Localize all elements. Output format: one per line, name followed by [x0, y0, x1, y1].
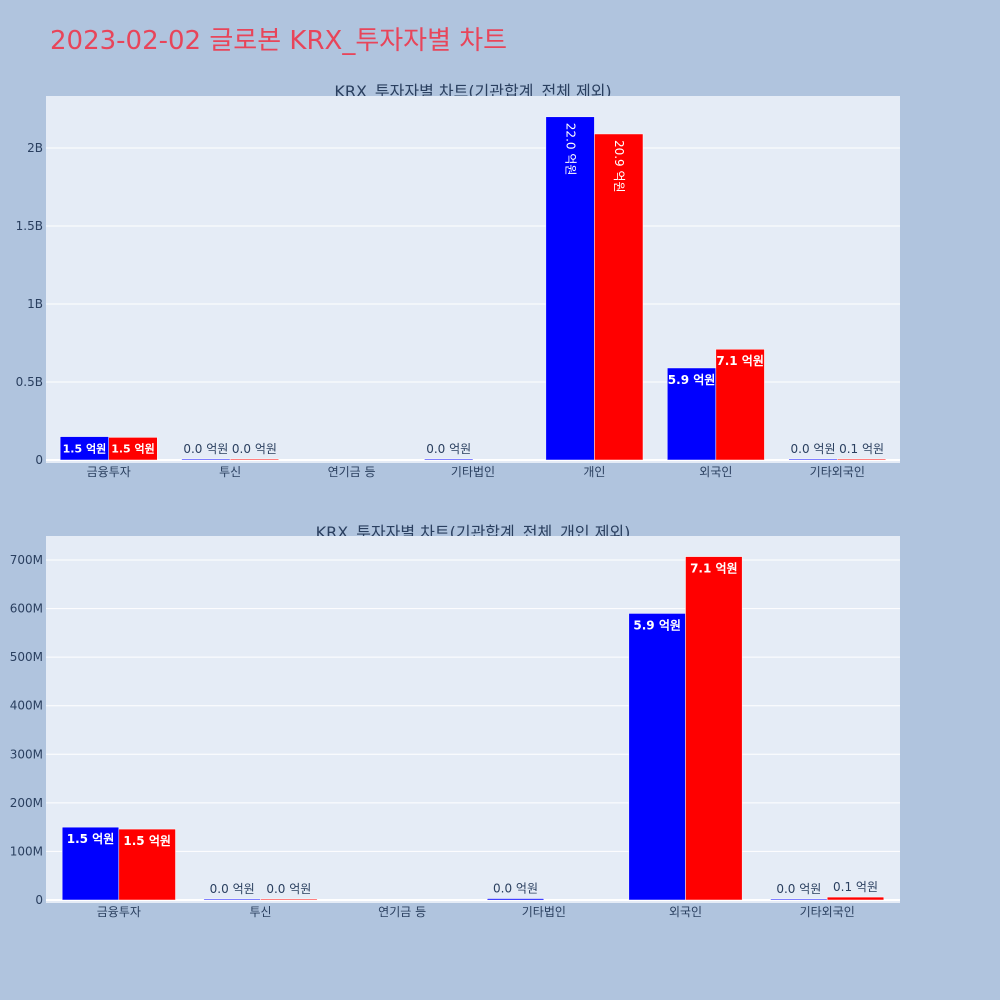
chart-2-data-label: 0.0 억원: [210, 882, 255, 896]
chart-1-ytick-label: 1B: [27, 297, 43, 311]
chart-2-category-label: 외국인: [669, 905, 702, 919]
chart-1-bar: [229, 458, 279, 461]
chart-2-bar: [118, 828, 176, 901]
chart-1-bar: [667, 367, 717, 461]
chart-2-data-label: 1.5 억원: [67, 832, 115, 846]
chart-1-ytick-label: 2B: [27, 141, 43, 155]
chart-2-bar: [770, 898, 828, 901]
chart-1-ytick-label: 1.5B: [16, 219, 43, 233]
chart-1-category-label: 기타법인: [451, 465, 495, 479]
chart-2-ytick-label: 500M: [10, 650, 43, 664]
chart-2-category-label: 기타법인: [522, 905, 566, 919]
chart-1-bar: [837, 458, 887, 461]
chart-1-data-label: 0.1 억원: [839, 442, 884, 456]
chart-1-plot-area: [46, 96, 900, 463]
chart-1-bar: [108, 437, 158, 461]
chart-1-category-label: 금융투자: [87, 465, 131, 479]
chart-2-category-label: 투신: [249, 905, 271, 919]
chart-1-bar: [424, 458, 474, 461]
chart-2-ytick-label: 100M: [10, 844, 43, 858]
chart-2-plot-area: [46, 536, 900, 903]
chart-1-data-label: 0.0 억원: [232, 442, 277, 456]
chart-2-category-label: 기타외국인: [800, 905, 855, 919]
chart-1-category-label: 개인: [583, 465, 605, 479]
chart-2-bar: [826, 896, 885, 901]
chart-2-data-label: 0.1 억원: [833, 880, 878, 894]
chart-1-bar: [594, 133, 644, 461]
chart-2-data-label: 7.1 억원: [690, 562, 738, 576]
chart-1-category-label: 연기금 등: [328, 465, 376, 479]
chart-2-bar: [685, 556, 743, 901]
chart-2-ytick-label: 700M: [10, 553, 43, 567]
chart-1-category-label: 기타외국인: [810, 465, 865, 479]
chart-1-data-label: 22.0 억원: [564, 123, 578, 176]
chart-2-data-label: 1.5 억원: [123, 834, 171, 848]
chart-1-data-label: 0.0 억원: [426, 442, 471, 456]
chart-2-ytick-label: 0: [35, 893, 43, 907]
chart-1-bar: [181, 458, 231, 461]
chart-1-data-label: 1.5 억원: [63, 441, 107, 455]
chart-1-data-label: 20.9 억원: [612, 140, 626, 193]
chart-2-data-label: 5.9 억원: [633, 618, 681, 632]
chart-1-bar: [715, 348, 765, 461]
chart-1-data-label: 0.0 억원: [183, 442, 228, 456]
chart-1-category-label: 외국인: [699, 465, 732, 479]
chart-1-data-label: 7.1 억원: [716, 354, 764, 368]
chart-1-ytick-label: 0.5B: [16, 375, 43, 389]
chart-2-bar: [61, 826, 120, 901]
chart-2-category-label: 연기금 등: [378, 905, 426, 919]
chart-1-data-label: 0.0 억원: [791, 442, 836, 456]
chart-2-bar: [486, 898, 545, 901]
chart-1-bar: [545, 116, 595, 461]
chart-2-bar: [203, 898, 261, 901]
chart-1-data-label: 1.5 억원: [111, 442, 155, 456]
chart-1-bar: [788, 458, 838, 461]
chart-2-bar: [628, 613, 686, 901]
chart-1-category-label: 투신: [219, 465, 241, 479]
chart-2-ytick-label: 200M: [10, 796, 43, 810]
chart-1-data-label: 5.9 억원: [668, 373, 716, 387]
chart-2-category-label: 금융투자: [97, 905, 141, 919]
chart-2-ytick-label: 300M: [10, 747, 43, 761]
chart-2-data-label: 0.0 억원: [493, 882, 538, 896]
chart-2-data-label: 0.0 억원: [776, 882, 821, 896]
chart-2-bar: [260, 898, 318, 901]
page-title: 2023-02-02 글로본 KRX_투자자별 차트: [50, 26, 508, 56]
chart-2-ytick-label: 600M: [10, 602, 43, 616]
chart-1-ytick-label: 0: [35, 453, 43, 467]
chart-2-ytick-label: 400M: [10, 699, 43, 713]
chart-2-data-label: 0.0 억원: [266, 882, 311, 896]
